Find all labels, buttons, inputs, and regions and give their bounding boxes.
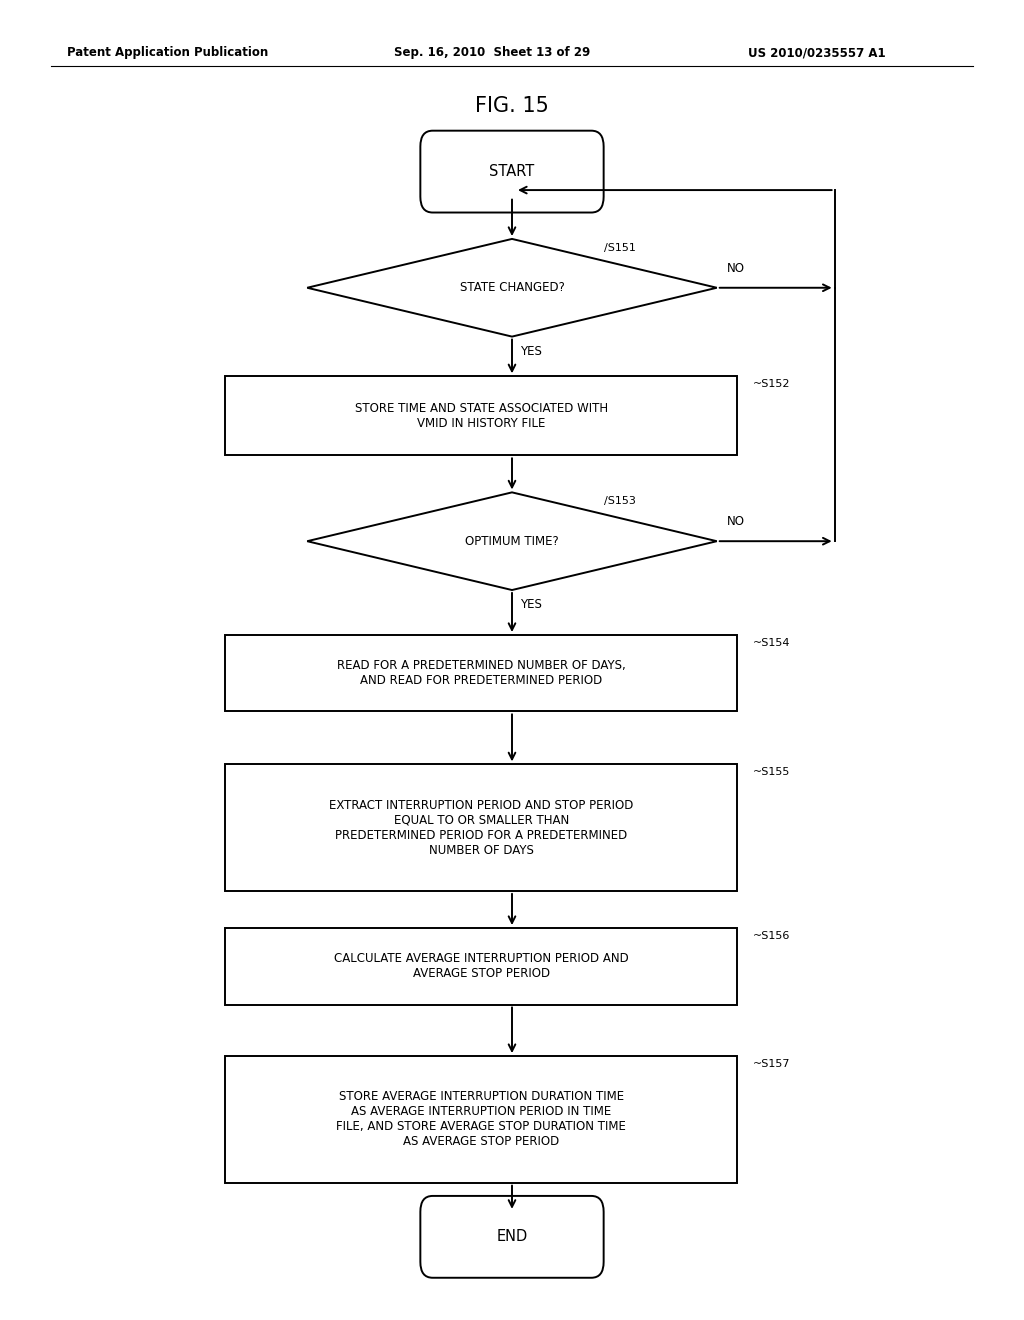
Bar: [225, 1056, 737, 1183]
Text: CALCULATE AVERAGE INTERRUPTION PERIOD AND
AVERAGE STOP PERIOD: CALCULATE AVERAGE INTERRUPTION PERIOD AN…: [334, 952, 629, 981]
Bar: [225, 376, 737, 455]
Bar: [225, 635, 737, 711]
Text: NO: NO: [727, 261, 745, 275]
Text: /S153: /S153: [604, 496, 636, 506]
Text: YES: YES: [520, 598, 542, 611]
Text: /S151: /S151: [604, 243, 636, 252]
Text: READ FOR A PREDETERMINED NUMBER OF DAYS,
AND READ FOR PREDETERMINED PERIOD: READ FOR A PREDETERMINED NUMBER OF DAYS,…: [337, 659, 626, 688]
Text: EXTRACT INTERRUPTION PERIOD AND STOP PERIOD
EQUAL TO OR SMALLER THAN
PREDETERMIN: EXTRACT INTERRUPTION PERIOD AND STOP PER…: [329, 799, 634, 857]
Polygon shape: [307, 239, 717, 337]
Text: ~S157: ~S157: [753, 1059, 791, 1069]
Text: ~S156: ~S156: [753, 931, 790, 941]
FancyBboxPatch shape: [420, 131, 603, 213]
Text: STORE TIME AND STATE ASSOCIATED WITH
VMID IN HISTORY FILE: STORE TIME AND STATE ASSOCIATED WITH VMI…: [354, 401, 608, 430]
Text: US 2010/0235557 A1: US 2010/0235557 A1: [748, 46, 885, 59]
FancyBboxPatch shape: [420, 1196, 603, 1278]
Text: ~S155: ~S155: [753, 767, 790, 777]
Text: STATE CHANGED?: STATE CHANGED?: [460, 281, 564, 294]
Text: START: START: [489, 164, 535, 180]
Text: Sep. 16, 2010  Sheet 13 of 29: Sep. 16, 2010 Sheet 13 of 29: [394, 46, 591, 59]
Text: Patent Application Publication: Patent Application Publication: [67, 46, 268, 59]
Bar: [225, 928, 737, 1005]
Text: END: END: [497, 1229, 527, 1245]
Text: ~S154: ~S154: [753, 638, 791, 648]
Text: STORE AVERAGE INTERRUPTION DURATION TIME
AS AVERAGE INTERRUPTION PERIOD IN TIME
: STORE AVERAGE INTERRUPTION DURATION TIME…: [336, 1090, 627, 1148]
Text: YES: YES: [520, 345, 542, 358]
Polygon shape: [307, 492, 717, 590]
Bar: [225, 764, 737, 891]
Text: ~S152: ~S152: [753, 379, 791, 389]
Text: NO: NO: [727, 515, 745, 528]
Text: OPTIMUM TIME?: OPTIMUM TIME?: [465, 535, 559, 548]
Text: FIG. 15: FIG. 15: [475, 95, 549, 116]
